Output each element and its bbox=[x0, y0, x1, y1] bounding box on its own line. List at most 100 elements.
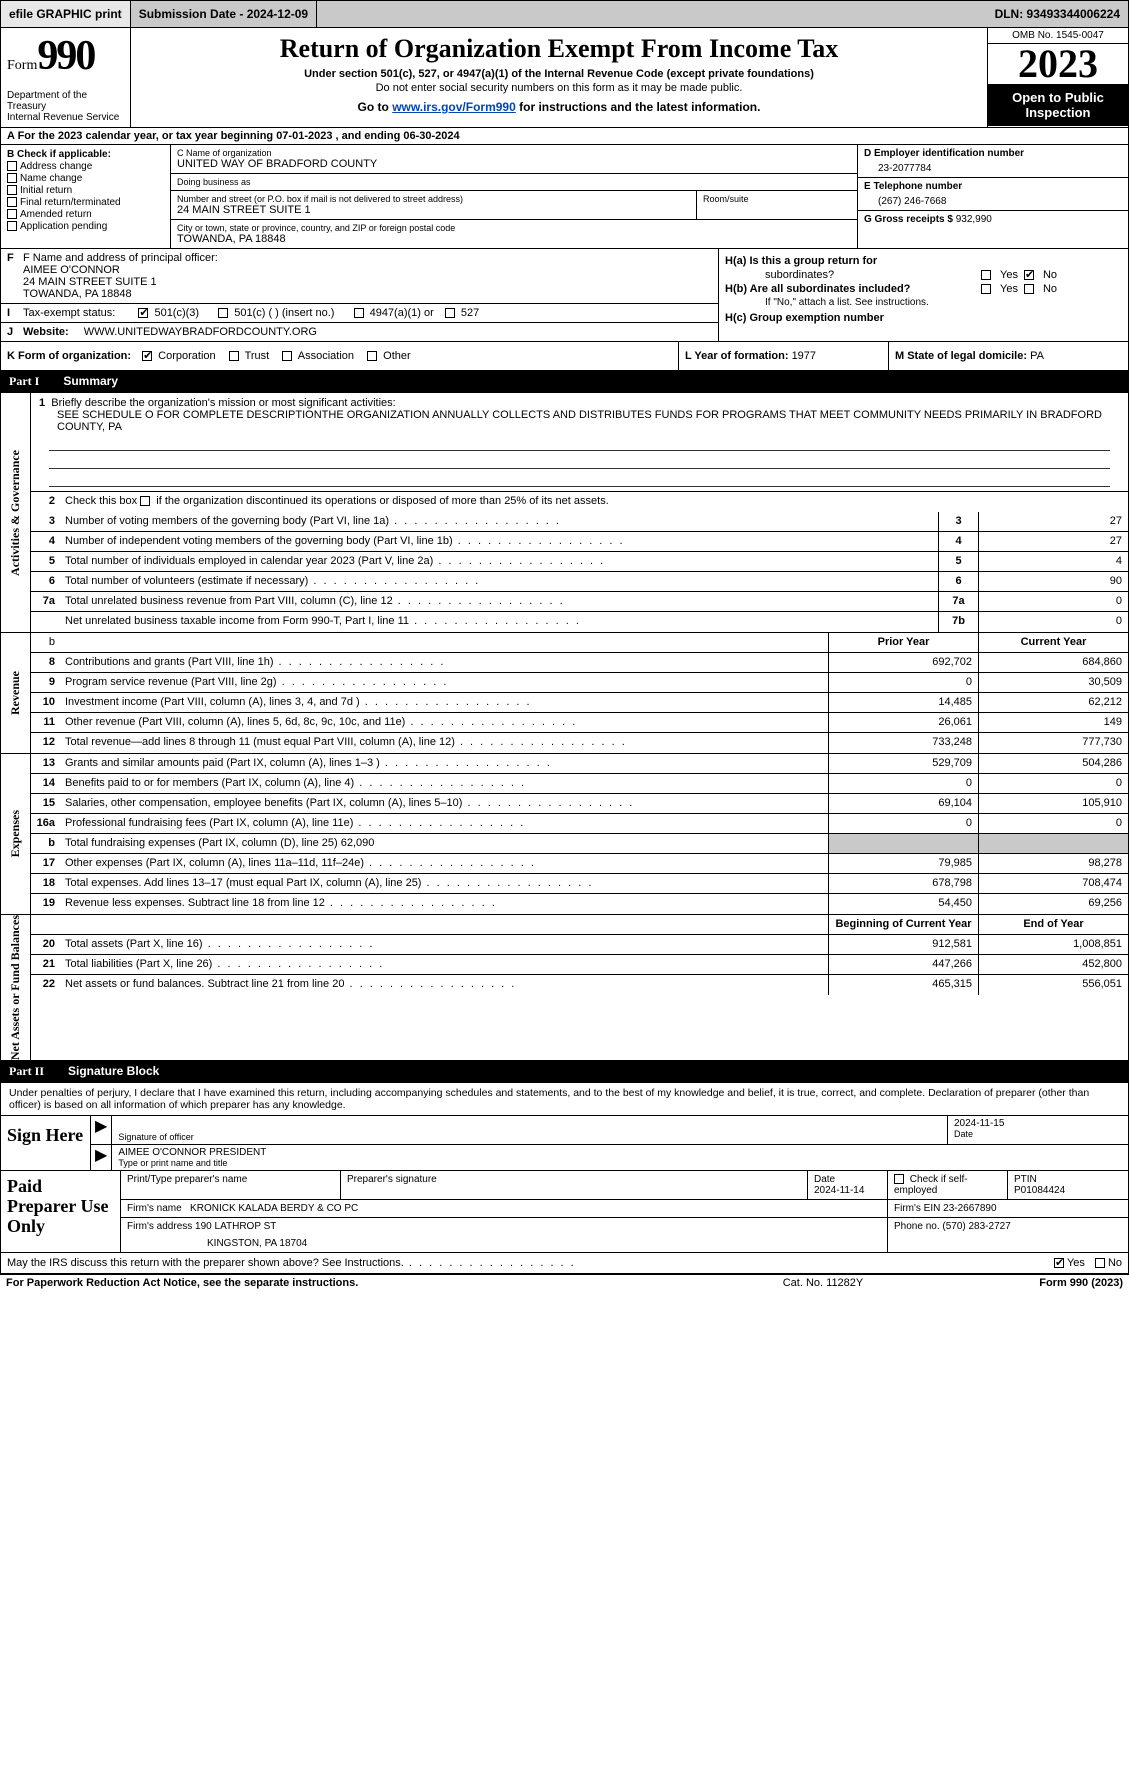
summary-row: 8Contributions and grants (Part VIII, li… bbox=[31, 653, 1128, 673]
row-i: ITax-exempt status: 501(c)(3) 501(c) ( )… bbox=[1, 304, 718, 323]
state-domicile: PA bbox=[1030, 350, 1044, 362]
summary-row: 18Total expenses. Add lines 13–17 (must … bbox=[31, 874, 1128, 894]
column-d: D Employer identification number 23-2077… bbox=[858, 145, 1128, 248]
discuss-no[interactable] bbox=[1095, 1258, 1105, 1268]
website-value: WWW.UNITEDWAYBRADFORDCOUNTY.ORG bbox=[84, 326, 317, 338]
chk-address-change[interactable]: Address change bbox=[7, 161, 164, 172]
main-title: Return of Organization Exempt From Incom… bbox=[139, 34, 979, 64]
irs-link[interactable]: www.irs.gov/Form990 bbox=[392, 100, 516, 114]
officer-name-title: AIMEE O'CONNOR PRESIDENT bbox=[118, 1147, 1122, 1158]
ha-yes[interactable] bbox=[981, 270, 991, 280]
summary-row: 5Total number of individuals employed in… bbox=[31, 552, 1128, 572]
title-box: Return of Organization Exempt From Incom… bbox=[131, 28, 988, 127]
form-990-number: 990 bbox=[37, 33, 94, 79]
column-b: B Check if applicable: Address change Na… bbox=[1, 145, 171, 248]
chk-name-change[interactable]: Name change bbox=[7, 173, 164, 184]
subtitle-1: Under section 501(c), 527, or 4947(a)(1)… bbox=[139, 68, 979, 80]
summary-row: 21Total liabilities (Part X, line 26)447… bbox=[31, 955, 1128, 975]
phone-label: E Telephone number bbox=[864, 181, 1122, 192]
discuss-yes[interactable] bbox=[1054, 1258, 1064, 1268]
chk-other[interactable] bbox=[367, 351, 377, 361]
phone-value: (267) 246-7668 bbox=[864, 196, 1122, 207]
form-number-box: Form990 Department of the Treasury Inter… bbox=[1, 28, 131, 127]
chk-527[interactable] bbox=[445, 308, 455, 318]
chk-corp[interactable] bbox=[142, 351, 152, 361]
summary-row: 4Number of independent voting members of… bbox=[31, 532, 1128, 552]
summary-row: 6Total number of volunteers (estimate if… bbox=[31, 572, 1128, 592]
form-footer: Form 990 (2023) bbox=[923, 1277, 1123, 1289]
tab-governance: Activities & Governance bbox=[1, 393, 31, 632]
gross-label: G Gross receipts $ bbox=[864, 214, 953, 225]
city-value: TOWANDA, PA 18848 bbox=[177, 233, 851, 245]
tab-revenue: Revenue bbox=[1, 633, 31, 753]
part1-netassets: Net Assets or Fund Balances Beginning of… bbox=[0, 915, 1129, 1061]
chk-initial-return[interactable]: Initial return bbox=[7, 185, 164, 196]
sign-here-label: Sign Here bbox=[1, 1116, 91, 1170]
col-b-header: B Check if applicable: bbox=[7, 149, 164, 160]
summary-row: 13Grants and similar amounts paid (Part … bbox=[31, 754, 1128, 774]
tax-year: 2023 bbox=[988, 44, 1128, 84]
block-bcd: B Check if applicable: Address change Na… bbox=[0, 145, 1129, 249]
summary-row: 3Number of voting members of the governi… bbox=[31, 512, 1128, 532]
part1-revenue: Revenue b Prior Year Current Year 8Contr… bbox=[0, 633, 1129, 754]
officer-addr1: 24 MAIN STREET SUITE 1 bbox=[7, 276, 712, 288]
org-name-label: C Name of organization bbox=[177, 148, 851, 158]
chk-trust[interactable] bbox=[229, 351, 239, 361]
street-label: Number and street (or P.O. box if mail i… bbox=[177, 194, 690, 204]
block-h: H(a) Is this a group return for subordin… bbox=[718, 249, 1128, 341]
summary-row: 15Salaries, other compensation, employee… bbox=[31, 794, 1128, 814]
chk-assoc[interactable] bbox=[282, 351, 292, 361]
firm-ein: 23-2667890 bbox=[943, 1203, 996, 1214]
chk-application-pending[interactable]: Application pending bbox=[7, 221, 164, 232]
officer-addr2: TOWANDA, PA 18848 bbox=[7, 288, 712, 300]
paid-preparer-block: Paid Preparer Use Only Print/Type prepar… bbox=[0, 1171, 1129, 1253]
goto-line: Go to www.irs.gov/Form990 for instructio… bbox=[139, 100, 979, 114]
sig-officer-label: Signature of officer bbox=[118, 1132, 941, 1142]
perjury-statement: Under penalties of perjury, I declare th… bbox=[0, 1083, 1129, 1115]
chk-501c[interactable] bbox=[218, 308, 228, 318]
summary-row: 20Total assets (Part X, line 16)912,5811… bbox=[31, 935, 1128, 955]
part2-header: Part II Signature Block bbox=[0, 1061, 1129, 1083]
dba-label: Doing business as bbox=[177, 177, 851, 187]
gross-value: 932,990 bbox=[956, 214, 992, 225]
summary-row: 10Investment income (Part VIII, column (… bbox=[31, 693, 1128, 713]
tab-netassets: Net Assets or Fund Balances bbox=[1, 915, 31, 1060]
row-j: JWebsite: WWW.UNITEDWAYBRADFORDCOUNTY.OR… bbox=[1, 323, 718, 341]
column-c: C Name of organization UNITED WAY OF BRA… bbox=[171, 145, 858, 248]
hb-no[interactable] bbox=[1024, 284, 1034, 294]
department-label: Department of the Treasury Internal Reve… bbox=[7, 90, 124, 123]
tab-expenses: Expenses bbox=[1, 754, 31, 914]
irs-discuss-row: May the IRS discuss this return with the… bbox=[0, 1253, 1129, 1274]
chk-4947[interactable] bbox=[354, 308, 364, 318]
hb-note: If "No," attach a list. See instructions… bbox=[725, 297, 1122, 308]
ein-value: 23-2077784 bbox=[864, 163, 1122, 174]
org-name: UNITED WAY OF BRADFORD COUNTY bbox=[177, 158, 851, 170]
part1-expenses: Expenses 13Grants and similar amounts pa… bbox=[0, 754, 1129, 915]
summary-row: 17Other expenses (Part IX, column (A), l… bbox=[31, 854, 1128, 874]
form-label: Form bbox=[7, 58, 37, 73]
hb-yes[interactable] bbox=[981, 284, 991, 294]
summary-row: 9Program service revenue (Part VIII, lin… bbox=[31, 673, 1128, 693]
summary-row: Net unrelated business taxable income fr… bbox=[31, 612, 1128, 632]
type-print-label: Type or print name and title bbox=[118, 1158, 1122, 1168]
summary-row: 14Benefits paid to or for members (Part … bbox=[31, 774, 1128, 794]
ha-no[interactable] bbox=[1024, 270, 1034, 280]
row-f: FF Name and address of principal officer… bbox=[1, 249, 718, 304]
chk-amended-return[interactable]: Amended return bbox=[7, 209, 164, 220]
firm-name: KRONICK KALADA BERDY & CO PC bbox=[190, 1203, 358, 1214]
open-inspection: Open to Public Inspection bbox=[988, 84, 1128, 126]
chk-501c3[interactable] bbox=[138, 308, 148, 318]
paperwork-notice: For Paperwork Reduction Act Notice, see … bbox=[6, 1277, 723, 1289]
summary-row: 7aTotal unrelated business revenue from … bbox=[31, 592, 1128, 612]
col-prior-year: Prior Year bbox=[828, 633, 978, 652]
chk-line2[interactable] bbox=[140, 496, 150, 506]
summary-row: 12Total revenue—add lines 8 through 11 (… bbox=[31, 733, 1128, 753]
ptin-value: P01084424 bbox=[1014, 1185, 1122, 1196]
summary-row: bTotal fundraising expenses (Part IX, co… bbox=[31, 834, 1128, 854]
efile-print-button[interactable]: efile GRAPHIC print bbox=[1, 1, 131, 27]
line1-label: Briefly describe the organization's miss… bbox=[51, 397, 395, 409]
chk-self-employed[interactable] bbox=[894, 1174, 904, 1184]
page-footer: For Paperwork Reduction Act Notice, see … bbox=[0, 1274, 1129, 1291]
chk-final-return[interactable]: Final return/terminated bbox=[7, 197, 164, 208]
date-label: Date bbox=[954, 1129, 1122, 1139]
